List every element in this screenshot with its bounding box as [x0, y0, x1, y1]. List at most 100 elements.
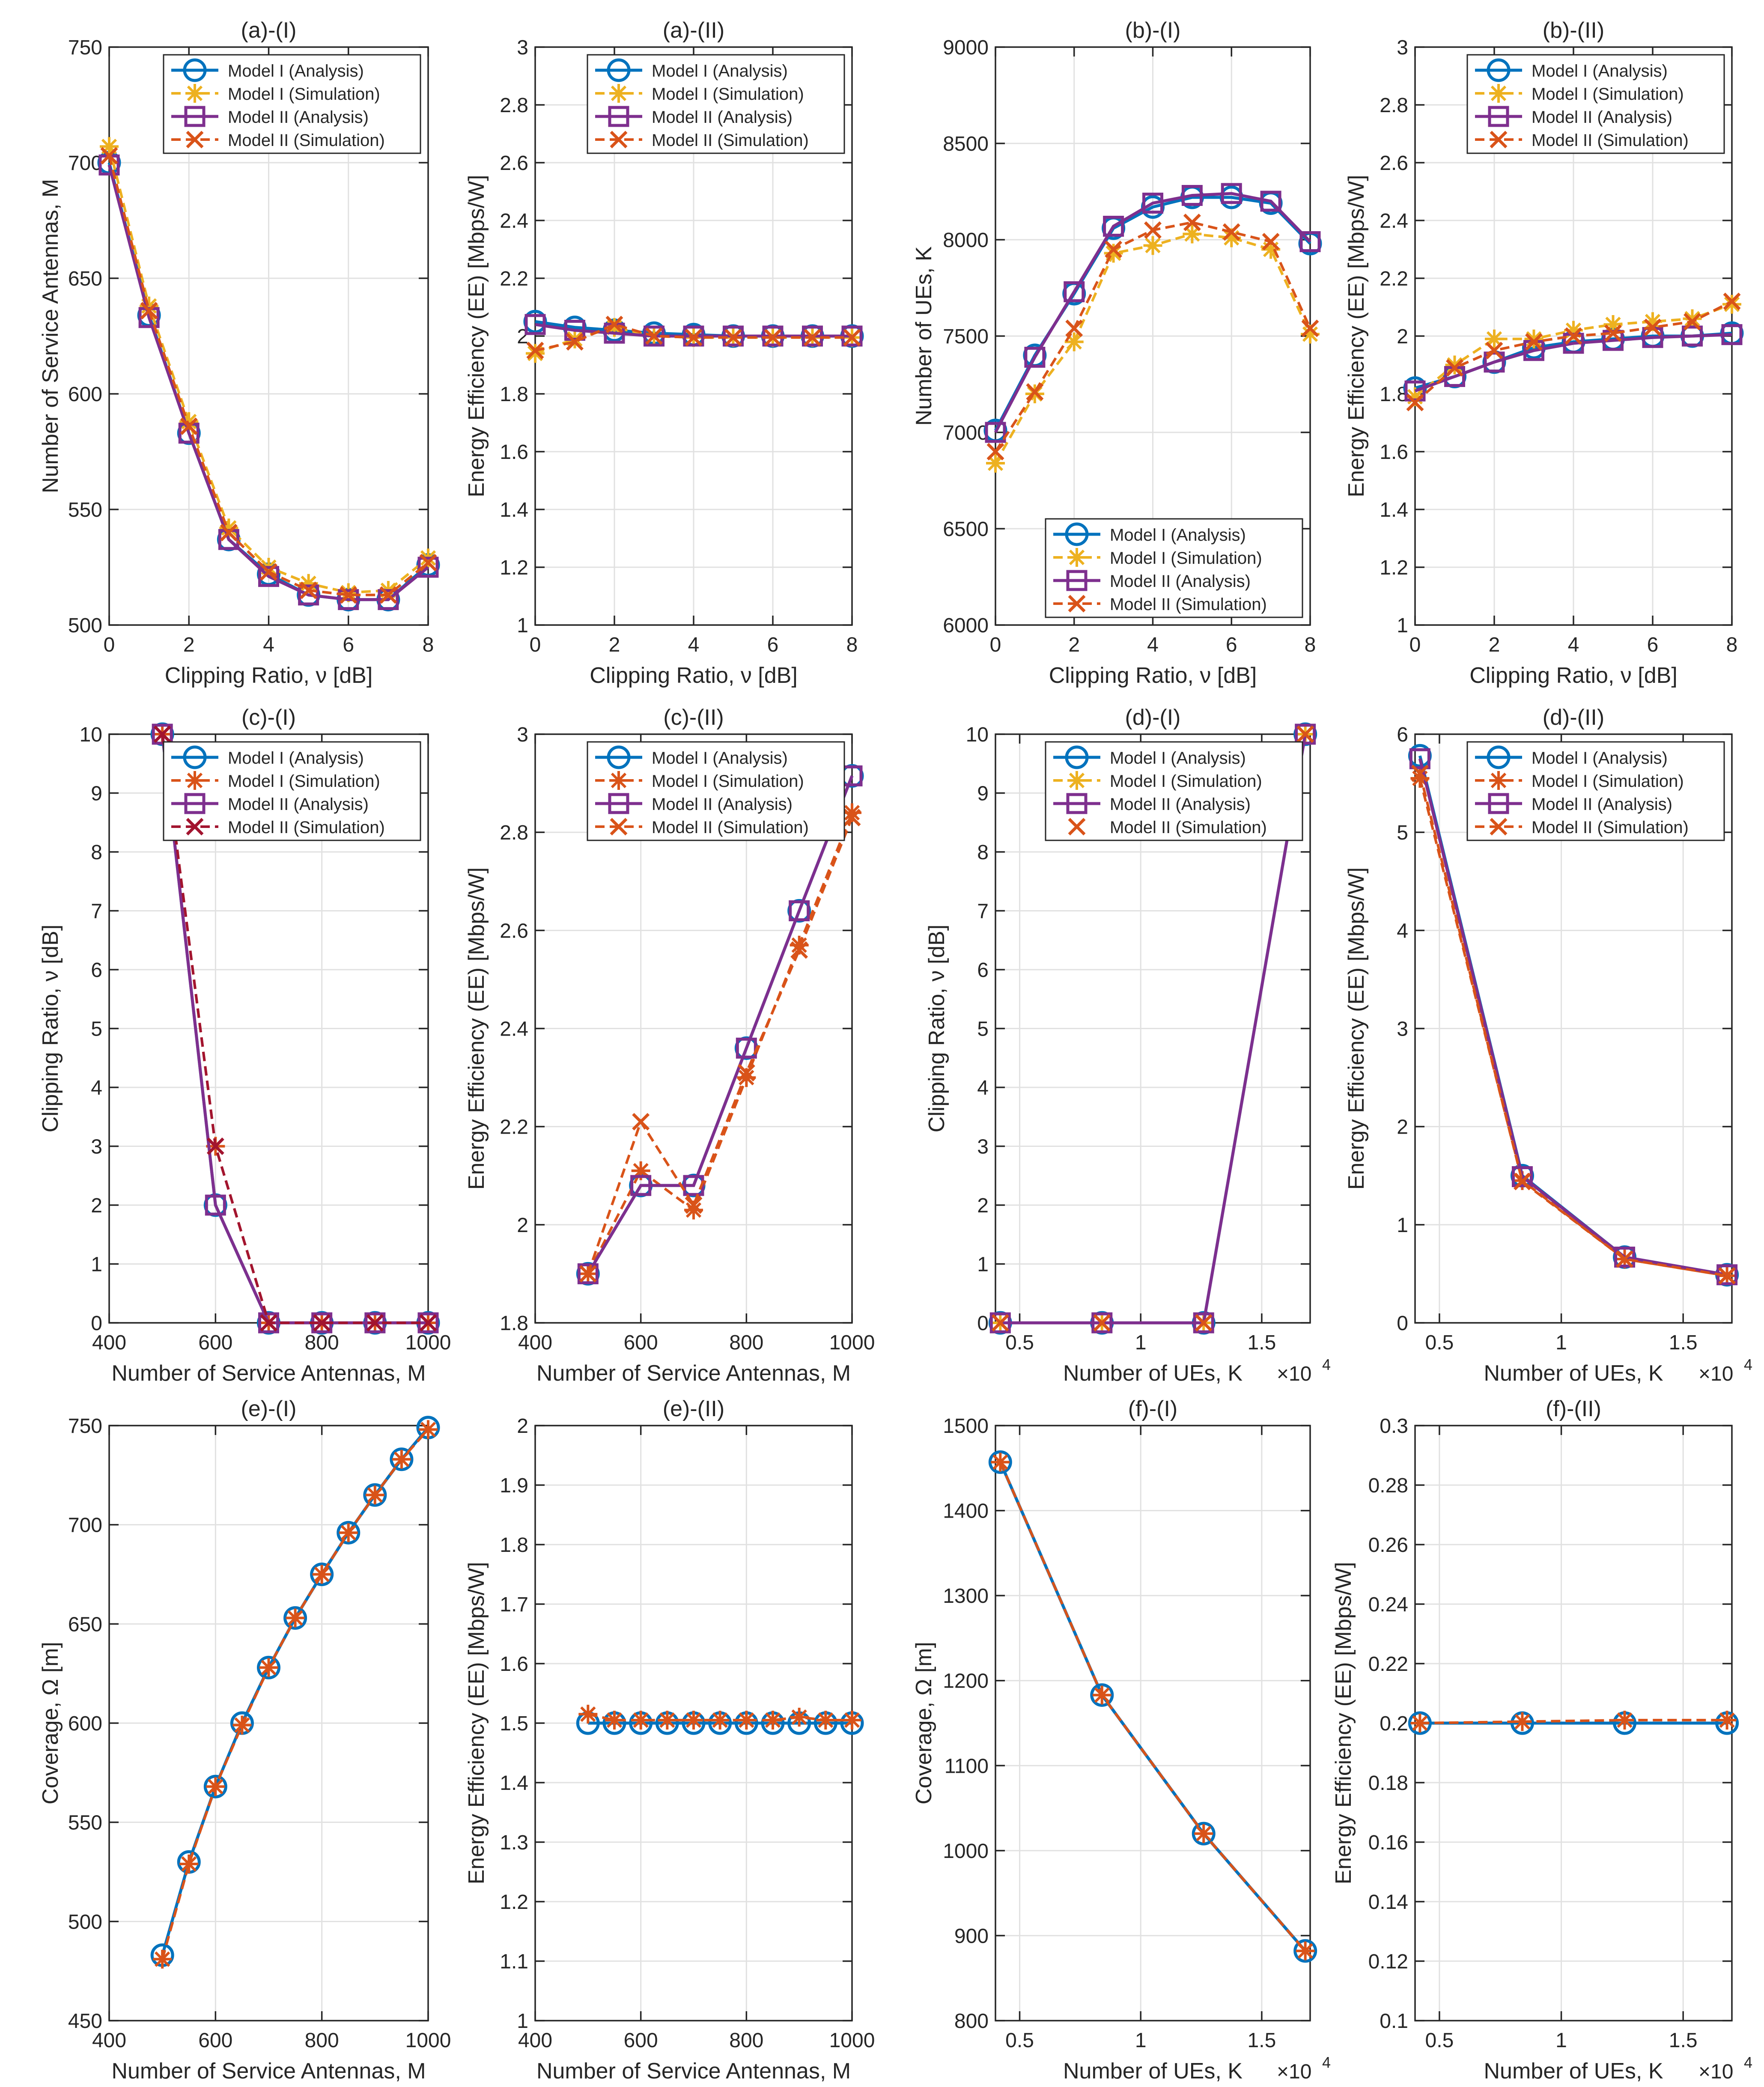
data-point — [283, 1606, 307, 1630]
data-point — [1615, 1711, 1634, 1730]
gridlines — [995, 1425, 1310, 2022]
y-tick-label: 2.4 — [500, 210, 528, 232]
data-point — [392, 1450, 411, 1469]
data-point — [1024, 347, 1046, 368]
legend-label: Model II (Analysis) — [1532, 795, 1672, 814]
legend-marker — [1487, 745, 1511, 769]
y-tick-label: 1.3 — [500, 1831, 528, 1854]
y-tick-label: 7000 — [943, 422, 989, 444]
legend-marker — [607, 58, 631, 82]
legend-marker — [610, 818, 628, 836]
data-point — [789, 900, 810, 921]
y-tick-label: 1.5 — [500, 1712, 528, 1735]
data-point — [1103, 216, 1124, 237]
legend-marker — [185, 771, 204, 790]
legend-label: Model II (Simulation) — [228, 818, 385, 837]
x-axis-label: Number of UEs, K — [1484, 1361, 1663, 1386]
chart-title: (f)-(II) — [1546, 1396, 1601, 1421]
x-axis-label: Number of Service Antennas, M — [536, 2059, 851, 2084]
data-point — [605, 1711, 624, 1730]
y-tick-label: 1.6 — [500, 1653, 528, 1676]
legend-label: Model II (Analysis) — [652, 795, 793, 814]
y-tick-label: 750 — [68, 36, 102, 59]
data-point — [723, 325, 744, 347]
x-tick-label: 1.5 — [1669, 2029, 1698, 2052]
data-point — [1222, 223, 1240, 241]
series-line — [1420, 1719, 1727, 1724]
legend-marker — [186, 818, 204, 836]
legend-marker — [609, 84, 628, 103]
chart-title: (a)-(I) — [241, 18, 297, 43]
data-point — [1410, 1714, 1430, 1733]
x-tick-label: 1.5 — [1669, 1331, 1698, 1354]
y-tick-label: 1.4 — [500, 499, 528, 521]
y-tick-label: 5 — [977, 1018, 989, 1041]
data-point — [299, 574, 318, 593]
data-point — [1260, 191, 1281, 212]
data-point — [1105, 241, 1123, 258]
data-point — [1614, 1246, 1636, 1268]
x-tick-label: 8 — [1726, 634, 1738, 656]
y-tick-label: 1 — [1397, 614, 1408, 637]
data-point — [684, 1711, 703, 1730]
data-point — [1409, 748, 1430, 769]
x-axis-exponent: 4 — [1322, 2054, 1331, 2071]
y-tick-label: 2.8 — [500, 94, 528, 117]
series-2 — [991, 1453, 1315, 1961]
y-tick-label: 8000 — [943, 229, 989, 252]
data-point — [1261, 240, 1281, 259]
data-point — [605, 318, 624, 337]
data-point — [737, 1711, 756, 1730]
data-point — [579, 1265, 597, 1283]
legend-label: Model I (Analysis) — [652, 749, 788, 768]
data-point — [526, 344, 545, 363]
y-tick-label: 1.6 — [1380, 441, 1408, 464]
x-axis-label: Clipping Ratio, ν [dB] — [1469, 663, 1678, 688]
legend-marker — [184, 793, 206, 814]
x-tick-label: 8 — [846, 634, 858, 656]
x-tick-label: 8 — [423, 634, 434, 656]
legend-label: Model II (Simulation) — [228, 131, 385, 150]
y-tick-label: 600 — [68, 1712, 102, 1735]
y-tick-label: 6 — [1397, 723, 1408, 746]
y-tick-label: 0 — [91, 1312, 102, 1335]
data-point — [841, 325, 863, 347]
y-tick-label: 550 — [68, 499, 102, 521]
data-point — [843, 1711, 861, 1730]
data-point — [764, 328, 782, 346]
legend-label: Model I (Analysis) — [652, 62, 788, 80]
data-point — [1183, 224, 1202, 244]
data-point — [1301, 319, 1319, 337]
x-tick-label: 800 — [729, 1331, 763, 1354]
x-tick-label: 4 — [1568, 634, 1579, 656]
data-point — [1299, 231, 1321, 252]
data-point — [1093, 1314, 1111, 1332]
data-point — [1026, 383, 1044, 401]
y-tick-label: 1.2 — [500, 557, 528, 579]
legend-label: Model II (Simulation) — [1110, 595, 1267, 614]
chart-title: (c)-(I) — [241, 705, 296, 730]
data-point — [337, 1521, 361, 1545]
y-tick-label: 600 — [68, 383, 102, 406]
legend-label: Model II (Analysis) — [1110, 572, 1251, 591]
x-tick-label: 0 — [990, 634, 1001, 656]
legend-label: Model I (Analysis) — [1110, 526, 1246, 545]
y-axis-label: Energy Efficiency (EE) [Mbps/W] — [464, 867, 489, 1190]
x-axis-label: Number of UEs, K — [1063, 1361, 1243, 1386]
y-tick-label: 5 — [91, 1018, 102, 1041]
y-tick-label: 2.2 — [500, 268, 528, 290]
data-point — [630, 1175, 652, 1196]
legend-label: Model II (Analysis) — [228, 795, 369, 814]
data-point — [340, 586, 358, 604]
y-tick-label: 500 — [68, 1911, 102, 1933]
data-point — [419, 1314, 437, 1332]
x-tick-label: 1000 — [405, 1331, 451, 1354]
data-point — [1723, 292, 1741, 310]
x-tick-label: 0.5 — [1005, 1331, 1034, 1354]
chart-title: (e)-(I) — [241, 1396, 297, 1421]
data-point — [816, 1711, 835, 1730]
y-tick-label: 1400 — [943, 1500, 989, 1523]
legend-marker — [1489, 771, 1508, 790]
gridlines — [1415, 1425, 1732, 2022]
data-point — [257, 1655, 280, 1679]
